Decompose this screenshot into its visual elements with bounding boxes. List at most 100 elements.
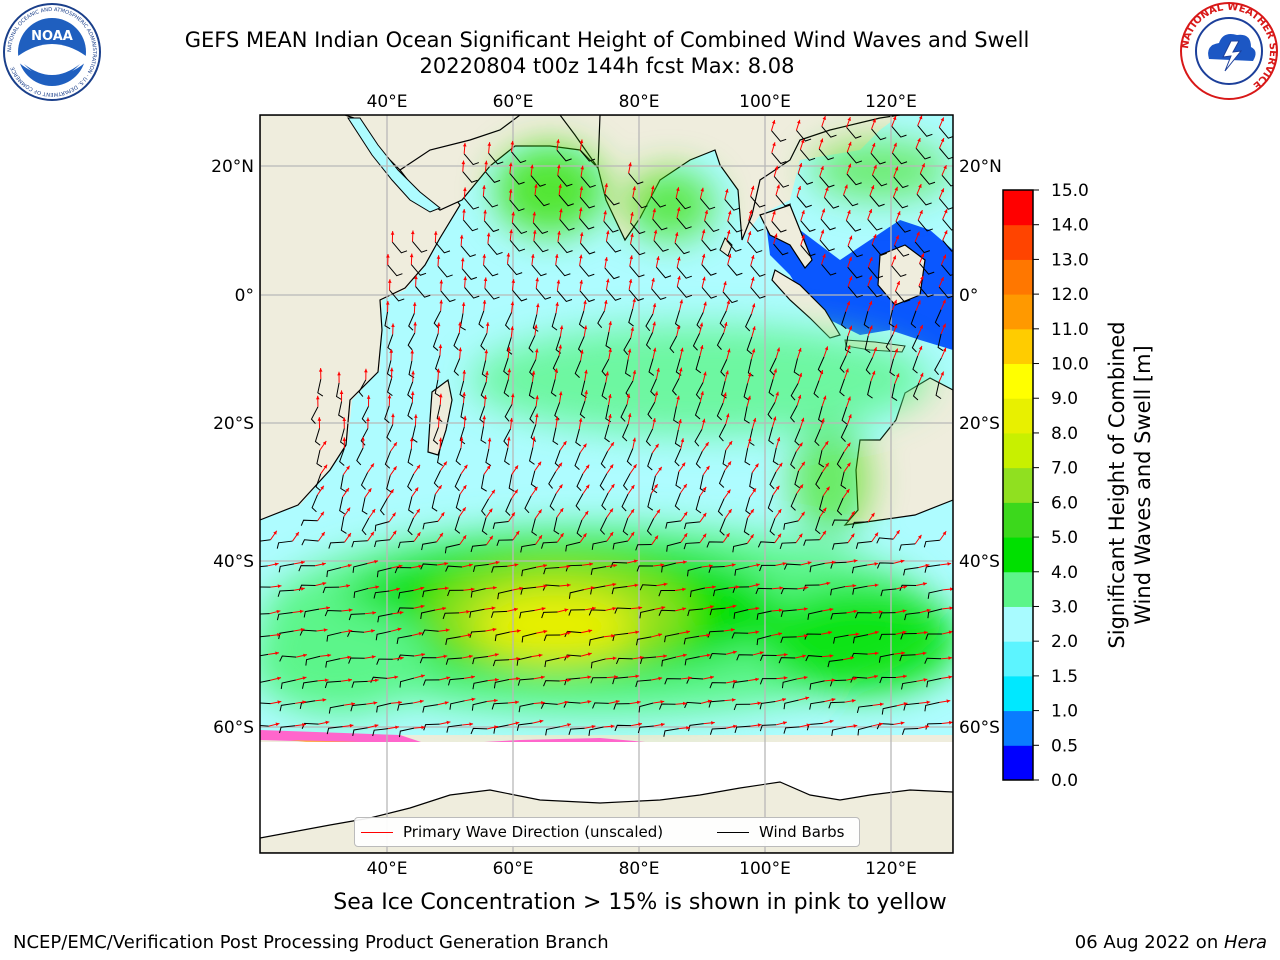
wave-arrow-head: [822, 530, 826, 535]
wind-barb: [311, 494, 318, 513]
wind-barb: [934, 309, 942, 328]
wave-arrow-head: [519, 586, 523, 591]
lat-label-right: 0°: [959, 286, 978, 306]
wave-arrow-head: [507, 347, 511, 351]
wave-arrow-head: [661, 606, 666, 610]
wave-arrow-head: [459, 436, 464, 441]
lat-label-left: 20°S: [213, 414, 254, 434]
wave-arrow-head: [579, 254, 583, 259]
wave-arrow-head: [778, 608, 783, 613]
colorbar-label: Significant Height of Combined Wind Wave…: [1105, 321, 1155, 648]
wave-arrow-head: [578, 207, 583, 212]
wind-barb: [509, 173, 525, 185]
wave-arrow-head: [751, 303, 756, 308]
wave-arrow-head: [873, 347, 877, 352]
wind-barb: [396, 635, 413, 645]
wave-arrow-head: [652, 303, 657, 308]
wave-arrow-head: [725, 188, 729, 193]
wave-arrow-head: [682, 587, 686, 592]
wind-barb: [603, 221, 619, 233]
wave-arrow-head: [709, 605, 714, 609]
wave-arrow-head: [824, 441, 829, 446]
wave-arrow-head: [541, 701, 545, 705]
wave-arrow-head: [393, 466, 397, 471]
wave-arrow-head: [897, 211, 901, 216]
wave-arrow-head: [514, 489, 518, 494]
wind-barb: [755, 587, 773, 595]
wave-arrow-head: [845, 368, 849, 373]
wave-arrow-head: [819, 138, 824, 143]
wave-arrow-head: [567, 631, 571, 635]
wind-barb: [509, 239, 526, 252]
wind-barb: [488, 152, 504, 165]
wave-arrow-head: [948, 630, 953, 635]
wind-barb: [503, 379, 510, 397]
wind-barb: [398, 727, 415, 738]
wave-arrow-head: [727, 348, 731, 353]
wind-barb: [601, 382, 608, 400]
wave-arrow-head: [580, 165, 585, 170]
wind-barb: [800, 220, 816, 232]
wave-arrow-head: [301, 560, 305, 565]
wind-barb: [432, 427, 439, 445]
wave-arrow-head: [511, 512, 515, 517]
wave-arrow-head: [800, 417, 805, 422]
wind-barb: [701, 239, 717, 252]
wave-arrow-head: [392, 512, 396, 517]
wave-arrow-head: [510, 393, 515, 398]
wave-arrow-head: [874, 651, 879, 656]
wave-arrow-head: [847, 117, 851, 122]
wave-arrow-head: [538, 653, 543, 658]
wind-barb: [445, 565, 463, 572]
wave-arrow-head: [847, 396, 851, 401]
wave-arrow-head: [799, 442, 803, 447]
wind-barb: [809, 700, 825, 710]
wave-arrow-head: [676, 325, 681, 330]
wind-barb: [935, 381, 942, 400]
wave-arrow-head: [444, 701, 449, 705]
wave-arrow-head: [681, 462, 686, 467]
wind-barb: [926, 677, 942, 688]
wind-barb: [881, 705, 897, 715]
wave-arrow-head: [299, 609, 304, 614]
wave-arrow-head: [732, 650, 737, 655]
wave-arrow-head: [583, 325, 588, 330]
wave-arrow-head: [726, 229, 731, 234]
wave-arrow-head: [772, 210, 776, 215]
wave-arrow-head: [370, 463, 374, 468]
wind-barb: [503, 357, 509, 376]
wave-arrow-head: [949, 606, 953, 610]
wave-arrow-head: [459, 234, 464, 239]
wind-barb: [472, 563, 489, 572]
wind-barb: [301, 722, 319, 730]
colorbar-segment: [1003, 502, 1033, 538]
wave-arrow-head: [346, 584, 351, 588]
lon-label-bottom: 40°E: [367, 859, 408, 879]
wind-barb: [580, 242, 596, 255]
wave-arrow-head: [733, 724, 737, 729]
wind-barb: [542, 584, 560, 591]
wave-arrow-head: [725, 370, 729, 375]
wave-arrow-head: [870, 185, 875, 190]
wind-barb: [394, 567, 412, 574]
wind-barb: [579, 290, 595, 303]
wave-arrow-head: [732, 604, 737, 609]
wind-barb: [356, 447, 364, 466]
wind-barb: [575, 493, 584, 511]
wave-arrow-head: [725, 413, 730, 418]
wave-arrow-head: [566, 654, 571, 659]
wind-barb: [574, 452, 581, 471]
wind-barb: [324, 680, 342, 689]
wave-arrow-head: [654, 391, 659, 396]
wind-barb: [508, 474, 515, 492]
wave-arrow-head: [874, 630, 879, 635]
colorbar-tick-label: 0.5: [1051, 736, 1078, 756]
wave-arrow-head: [630, 233, 634, 238]
wave-arrow-head: [516, 656, 521, 661]
wave-arrow-head: [674, 232, 679, 237]
wave-arrow-head: [538, 509, 542, 514]
wind-barb: [260, 539, 271, 542]
wave-arrow-head: [514, 465, 519, 470]
wave-arrow-head: [564, 608, 569, 612]
wind-barb: [938, 127, 953, 139]
